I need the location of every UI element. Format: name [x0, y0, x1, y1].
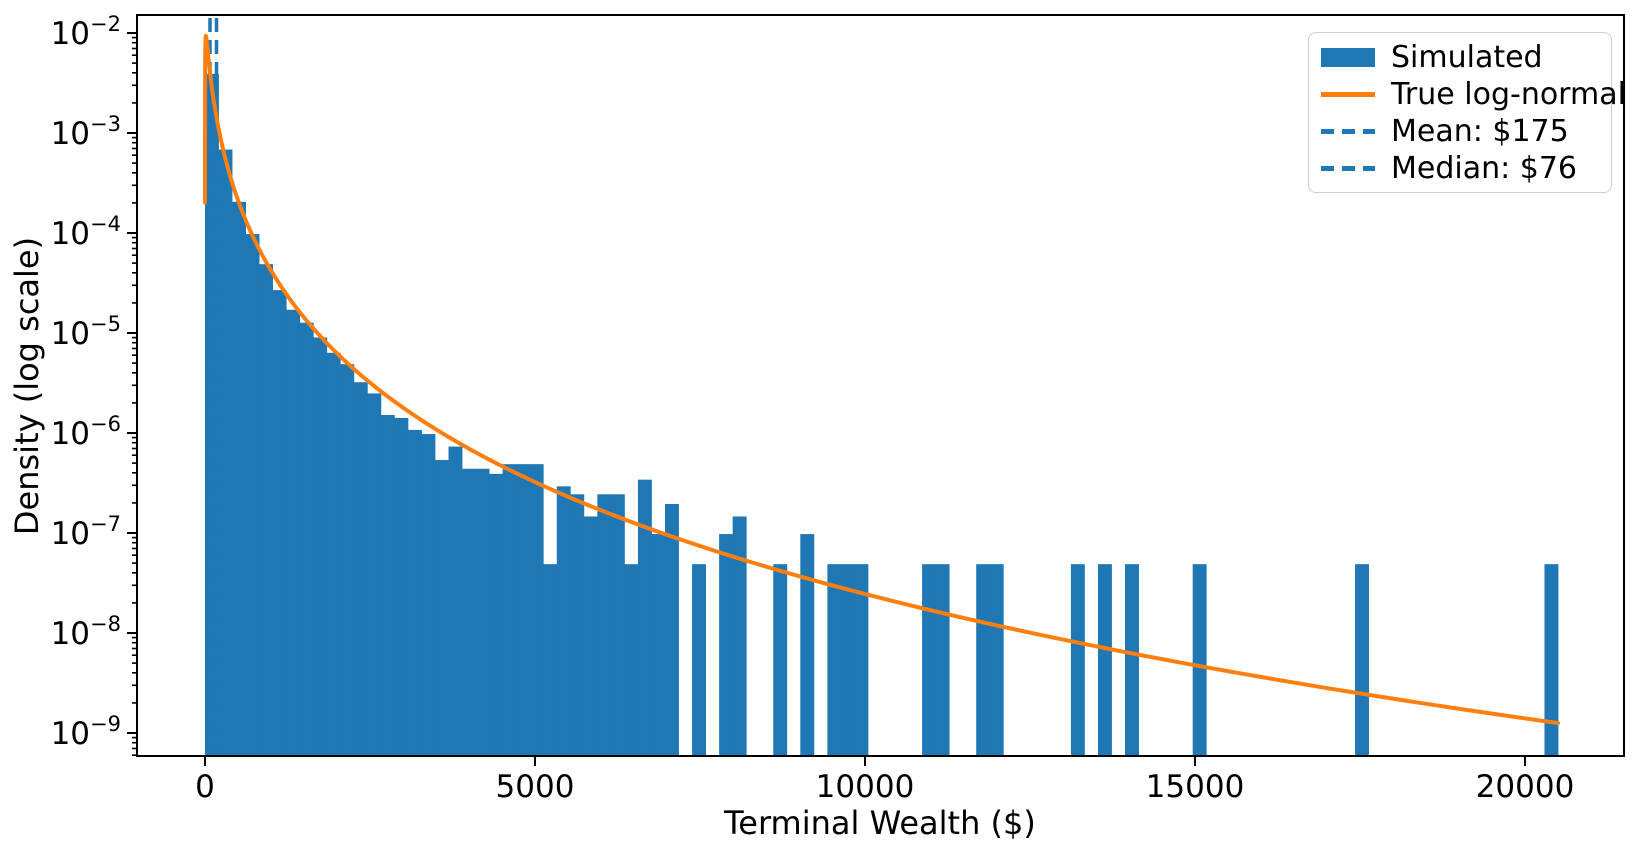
histogram-bar — [367, 393, 382, 756]
histogram-bar — [1070, 564, 1085, 756]
histogram-bar — [489, 473, 504, 756]
histogram-bar — [1192, 564, 1207, 756]
x-axis: 0 5000 10000 15000 20000 — [195, 756, 1574, 805]
legend-item-simulated: Simulated — [1321, 39, 1599, 76]
y-tick-label: 10−6 — [51, 412, 121, 452]
histogram-bar — [570, 494, 585, 756]
histogram-bars — [204, 73, 1559, 757]
histogram-bar — [502, 464, 517, 756]
histogram-bar — [448, 446, 463, 756]
histogram-bar — [286, 309, 301, 756]
y-axis: 10−2 10−3 10−4 10−5 10−6 10−7 10−8 10−9 — [51, 12, 137, 757]
histogram-bar — [434, 460, 449, 756]
histogram-bar — [516, 464, 531, 756]
histogram-bar — [407, 429, 422, 756]
histogram-bar — [840, 564, 855, 756]
legend-item-label: Median: $76 — [1391, 151, 1578, 186]
simulated-patch-swatch — [1321, 48, 1375, 67]
histogram-bar — [854, 564, 869, 756]
x-tick-label: 15000 — [1146, 769, 1245, 805]
histogram-bar — [272, 290, 287, 756]
legend-item-lognormal: True log-normal — [1321, 76, 1626, 113]
histogram-bar — [543, 564, 558, 756]
legend-item-median: Median: $76 — [1321, 150, 1599, 187]
histogram-bar — [665, 503, 679, 756]
legend-item-label: True log-normal — [1391, 77, 1626, 112]
histogram-bar — [935, 564, 950, 756]
histogram-bar — [218, 149, 233, 756]
y-tick-label: 10−7 — [51, 512, 121, 552]
histogram-bar — [637, 479, 652, 756]
histogram-bar — [380, 415, 395, 756]
y-tick-label: 10−3 — [51, 112, 121, 152]
histogram-bar — [475, 468, 490, 756]
histogram-bar — [827, 564, 842, 756]
legend: Simulated True log-normal Mean: $175 Med… — [1308, 32, 1626, 193]
y-tick-label: 10−9 — [51, 712, 121, 752]
histogram-bar — [462, 468, 476, 756]
lognormal-line-swatch — [1321, 92, 1375, 97]
histogram-bar — [1544, 564, 1559, 756]
histogram-bar — [692, 564, 706, 756]
y-tick-label: 10−8 — [51, 612, 121, 652]
y-axis-label: Density (log scale) — [8, 236, 46, 536]
histogram-bar — [259, 264, 274, 756]
histogram-bar — [624, 564, 639, 756]
lognormal-curve — [203, 33, 1560, 726]
mean-dashed-swatch — [1321, 129, 1375, 134]
histogram-bar — [529, 464, 544, 756]
histogram-bar — [1125, 564, 1139, 756]
y-tick-label: 10−4 — [51, 212, 121, 252]
histogram-bar — [773, 564, 788, 756]
histogram-bar — [1097, 564, 1112, 756]
histogram-bar — [651, 534, 666, 756]
histogram-bar — [800, 534, 815, 756]
median-dashed-swatch — [1321, 166, 1375, 171]
histogram-bar — [353, 382, 368, 756]
histogram-bar — [922, 564, 937, 756]
histogram-bar — [732, 516, 747, 756]
histogram-bar — [340, 364, 355, 756]
histogram-bar — [232, 201, 246, 757]
histogram-bar — [1355, 564, 1369, 756]
x-tick-label: 10000 — [816, 769, 915, 805]
x-tick-label: 20000 — [1476, 769, 1575, 805]
x-tick-label: 0 — [195, 769, 215, 805]
histogram-bar — [719, 534, 734, 756]
histogram-bar — [976, 564, 991, 756]
histogram-bar — [556, 486, 571, 756]
histogram-bar — [313, 337, 328, 756]
histogram-bar — [245, 234, 260, 756]
legend-item-label: Mean: $175 — [1391, 114, 1569, 149]
histogram-bar — [394, 417, 409, 756]
histogram-bar — [421, 434, 436, 756]
x-tick-label: 5000 — [496, 769, 575, 805]
legend-item-label: Simulated — [1391, 40, 1543, 75]
y-tick-label: 10−5 — [51, 312, 121, 352]
legend-item-mean: Mean: $175 — [1321, 113, 1599, 150]
histogram-bar — [989, 564, 1004, 756]
x-axis-label: Terminal Wealth ($) — [724, 804, 1036, 842]
histogram-bar — [299, 322, 314, 756]
histogram-bar — [583, 516, 598, 756]
y-tick-label: 10−2 — [51, 12, 121, 52]
histogram-bar — [597, 494, 612, 756]
histogram-bar — [326, 352, 341, 756]
histogram-bar — [610, 494, 625, 756]
